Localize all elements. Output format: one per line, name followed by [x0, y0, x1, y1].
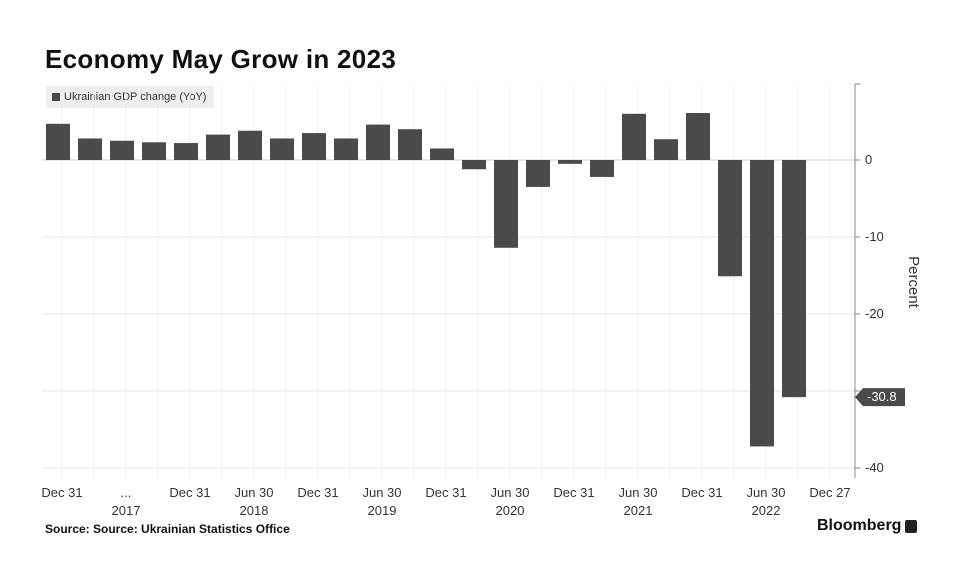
- bar: [430, 148, 454, 160]
- bar: [174, 143, 198, 160]
- bar: [270, 138, 294, 160]
- x-tick-label: Dec 31: [297, 485, 338, 500]
- x-tick-label: Jun 30: [618, 485, 657, 500]
- bar: [686, 113, 710, 160]
- x-tick-label: Dec 31: [681, 485, 722, 500]
- bar: [590, 160, 614, 177]
- x-tick-year-label: 2018: [240, 503, 269, 518]
- x-tick-label: Jun 30: [234, 485, 273, 500]
- x-tick-label: Dec 31: [169, 485, 210, 500]
- bar: [526, 160, 550, 187]
- x-tick-label: ...: [121, 485, 132, 500]
- source-note: Source: Source: Ukrainian Statistics Off…: [45, 522, 290, 536]
- x-tick-year-label: 2019: [368, 503, 397, 518]
- x-tick-label: Dec 31: [41, 485, 82, 500]
- x-tick-label: Dec 31: [553, 485, 594, 500]
- bar: [206, 134, 230, 160]
- y-tick-label: 0: [865, 152, 872, 167]
- x-tick-label: Jun 30: [362, 485, 401, 500]
- x-tick-year-label: 2017: [112, 503, 141, 518]
- bar: [558, 160, 582, 164]
- bar: [654, 139, 678, 160]
- bar: [78, 138, 102, 160]
- last-value-tag: [855, 388, 905, 407]
- bar: [494, 160, 518, 248]
- bar: [622, 113, 646, 160]
- brand-name: Bloomberg: [817, 517, 902, 534]
- x-tick-label: Jun 30: [746, 485, 785, 500]
- bar: [302, 133, 326, 160]
- chart-title: Economy May Grow in 2023: [45, 44, 397, 74]
- bar: [46, 123, 70, 160]
- y-tick-label: -40: [865, 460, 884, 475]
- bar: [110, 140, 134, 160]
- legend-swatch: [52, 93, 60, 101]
- bar: [398, 129, 422, 160]
- bar: [782, 160, 806, 398]
- y-tick-label: -10: [865, 229, 884, 244]
- bar: [238, 130, 262, 160]
- y-tick-label: -20: [865, 306, 884, 321]
- bar: [750, 160, 774, 447]
- bar: [718, 160, 742, 277]
- x-tick-year-label: 2021: [624, 503, 653, 518]
- x-tick-year-label: 2020: [496, 503, 525, 518]
- x-tick-label: Jun 30: [490, 485, 529, 500]
- legend-label: Ukrainian GDP change (YoY): [64, 91, 207, 103]
- y-axis-title: Percent: [905, 256, 922, 309]
- bar: [142, 142, 166, 160]
- x-tick-year-label: 2022: [752, 503, 781, 518]
- chart-legend: Ukrainian GDP change (YoY): [46, 86, 215, 108]
- bloomberg-icon: [905, 519, 918, 533]
- x-tick-label: Dec 31: [425, 485, 466, 500]
- bar: [462, 160, 486, 170]
- brand-logo: Bloomberg: [817, 517, 918, 535]
- bar: [334, 138, 358, 160]
- bar: [366, 124, 390, 160]
- last-value-label: -30.8: [867, 389, 897, 404]
- x-tick-label: Dec 27: [809, 485, 850, 500]
